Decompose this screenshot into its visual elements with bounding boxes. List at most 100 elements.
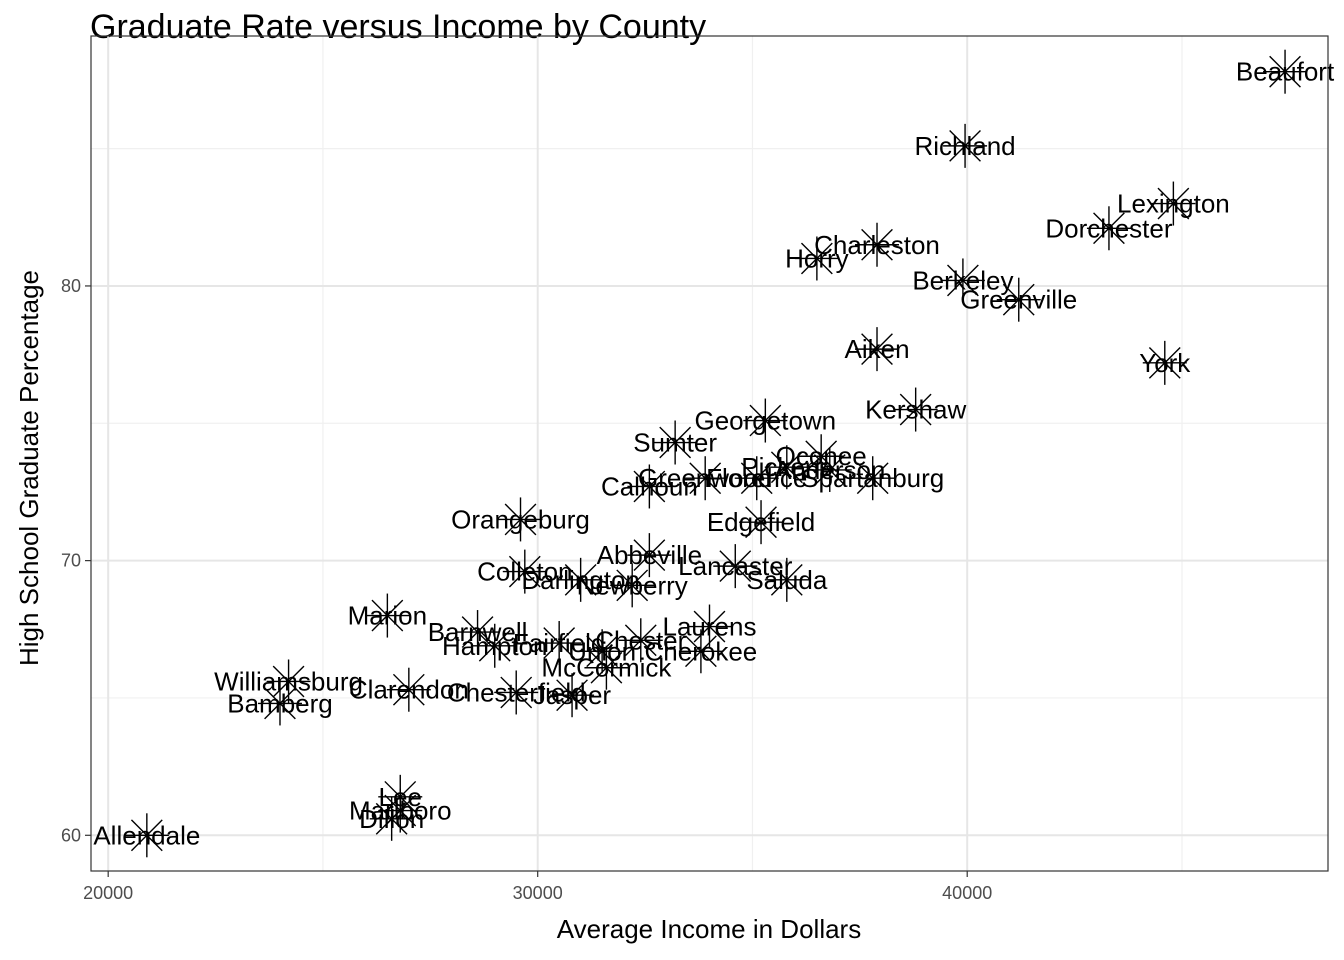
data-point [764,445,809,490]
point-label: Union [568,636,636,666]
point-label: Greenwood [638,463,772,493]
point-label: Barnwell [428,617,528,647]
data-point [610,563,655,608]
data-point [807,447,852,492]
point-label: Lexington [1117,189,1230,219]
data-point [687,604,732,649]
y-tick-label: 80 [61,276,81,296]
data-point [266,659,311,704]
data-point [1151,181,1196,226]
point-label: Beaufort [1236,57,1335,87]
data-point [1142,340,1187,385]
point-label: Newberry [577,570,688,600]
data-point [257,681,302,726]
data-point [940,258,985,303]
data-point [1263,49,1308,94]
point-label: Bamberg [227,688,333,718]
point-label: Saluda [746,565,827,595]
point-label: Kershaw [865,395,966,425]
data-point [618,618,663,663]
data-point [943,123,988,168]
data-point [537,621,582,666]
point-label: Marion [348,601,427,631]
point-label: Dorchester [1045,213,1172,243]
data-point [455,610,500,655]
axis-ticks: 20000 30000 40000 60 70 80 [61,276,992,903]
x-axis-title: Average Income in Dollars [557,914,861,944]
point-label: Georgetown [695,406,837,436]
data-point [124,813,169,858]
data-point [713,544,758,589]
point-label: Richland [914,131,1015,161]
data-point [893,387,938,432]
point-label: Abbeville [597,540,703,570]
point-label: Oconee [776,441,867,471]
point-label: Lee [379,782,422,812]
x-tick-label: 40000 [942,883,992,903]
x-tick-label: 20000 [83,883,133,903]
point-label: Pickens [741,452,832,482]
chart-title: Graduate Rate versus Income by County [90,8,707,46]
data-point [764,557,809,602]
data-point [498,497,543,542]
y-tick-label: 60 [61,825,81,845]
point-label: Calhoun [601,471,698,501]
point-label: Spartanburg [801,463,944,493]
data-point [365,593,410,638]
point-label: Florence [706,463,807,493]
data-point [472,623,517,668]
y-axis-title: High School Graduate Percentage [14,270,44,666]
data-point [734,456,779,501]
data-point [678,629,723,674]
data-point [494,670,539,715]
point-label: Hampton [442,631,548,661]
point-label: Colleton [477,557,572,587]
point-label: Allendale [93,820,200,850]
data-point [558,557,603,602]
point-label: Anderson [774,455,885,485]
x-tick-label: 30000 [513,883,563,903]
point-label: Marlboro [349,796,452,826]
data-point [794,236,839,281]
point-label: Cherokee [645,636,758,666]
data-point [584,645,629,690]
grid [91,36,1328,871]
point-label: Aiken [844,334,909,364]
data-point [743,398,788,443]
point-label: Lancaster [678,551,793,581]
point-label: Edgefield [707,507,815,537]
y-tick-label: 70 [61,551,81,571]
point-label: Charleston [814,230,940,260]
data-point [739,500,784,545]
data-point [855,327,900,372]
data-point [386,667,431,712]
point-label: Jasper [533,680,611,710]
data-point [1086,206,1131,251]
point-label: Williamsburg [214,666,363,696]
point-label: Clarendon [349,675,469,705]
panel-border [90,35,1329,872]
point-label: Orangeburg [451,504,590,534]
data-point [627,464,672,509]
data-points [124,49,1308,858]
point-label: Darlington [521,565,640,595]
data-point [653,420,698,465]
data-point [996,277,1041,322]
point-label: Berkeley [912,265,1013,295]
point-label: Sumter [633,428,717,458]
point-label: Chester [595,625,686,655]
data-point [850,456,895,501]
data-point [627,533,672,578]
data-point [502,549,547,594]
point-label: Fairfield [513,628,605,658]
point-label: York [1139,348,1191,378]
data-point [855,222,900,267]
data-point [799,434,844,479]
data-point [550,673,595,718]
data-point [683,456,728,501]
point-label: Laurens [663,612,757,642]
point-label: Greenville [960,285,1077,315]
point-label: Horry [785,243,849,273]
